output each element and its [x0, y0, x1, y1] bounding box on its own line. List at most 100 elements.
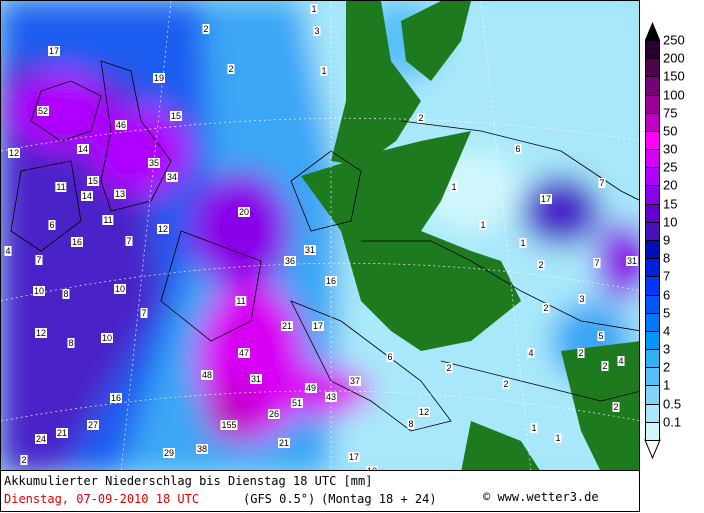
precip-value-label: 2: [601, 361, 609, 371]
precip-value-label: 4: [617, 356, 625, 366]
precip-value-label: 38: [195, 444, 209, 454]
precip-value-label: 36: [283, 256, 297, 266]
precip-value-label: 2: [542, 303, 550, 313]
legend-tick-label: 4: [663, 323, 671, 339]
legend-tick-label: 0.5: [663, 396, 682, 412]
precip-value-label: 14: [80, 191, 94, 201]
precipitation-map: 17 2 2 1 3 1 19 52 46 15 12 14 35 34 11 15 14 13 20 11 6 12 7 1…: [0, 0, 640, 471]
precip-value-label: 10: [113, 284, 127, 294]
precip-value-label: 16: [70, 237, 84, 247]
precip-value-label: 1: [554, 433, 562, 443]
legend-swatch: [645, 276, 660, 296]
legend-max-arrow: [645, 22, 660, 40]
legend-swatch: [645, 221, 660, 241]
precip-value-label: 10: [32, 286, 46, 296]
map-title: Akkumulierter Niederschlag bis Dienstag …: [4, 474, 373, 488]
legend-tick-label: 50: [663, 123, 678, 139]
precip-value-label: 27: [86, 420, 100, 430]
legend-tick-label: 2: [663, 359, 671, 375]
precip-value-label: 1: [530, 423, 538, 433]
precip-value-label: 2: [202, 24, 210, 34]
precip-value-label: 10: [100, 333, 114, 343]
precip-value-label: 2: [577, 348, 585, 358]
precip-value-label: 46: [114, 120, 128, 130]
precip-value-label: 7: [598, 178, 606, 188]
precip-value-label: 37: [348, 376, 362, 386]
precip-value-label: 7: [593, 258, 601, 268]
precip-value-label: 15: [86, 176, 100, 186]
precip-value-label: 1: [519, 238, 527, 248]
legend-tick-label: 10: [663, 214, 678, 230]
legend-tick-label: 7: [663, 268, 671, 284]
legend-tick-label: 3: [663, 341, 671, 357]
legend-swatch: [645, 76, 660, 96]
precip-value-label: 1: [320, 66, 328, 76]
precip-value-label: 1: [310, 4, 318, 14]
precip-value-label: 11: [102, 215, 114, 225]
precip-value-label: 24: [34, 434, 48, 444]
precip-value-label: 17: [347, 452, 361, 462]
precip-value-label: 47: [237, 348, 251, 358]
precip-value-label: 31: [249, 374, 263, 384]
precip-value-label: 12: [417, 407, 431, 417]
precip-value-label: 1: [479, 220, 487, 230]
legend-swatch: [645, 403, 660, 423]
legend-swatch: [645, 385, 660, 405]
legend-tick-label: 20: [663, 177, 678, 193]
precip-value-label: 17: [47, 46, 61, 56]
precip-value-label: 21: [55, 428, 69, 438]
precip-value-label: 21: [277, 438, 291, 448]
precip-value-label: 19: [152, 73, 166, 83]
legend-tick-label: 8: [663, 250, 671, 266]
precip-value-label: 12: [7, 148, 21, 158]
legend-swatch: [645, 130, 660, 151]
precip-value-label: 17: [311, 321, 325, 331]
coastlines-borders: [10, 60, 639, 432]
legend-swatch: [645, 58, 660, 78]
precip-value-label: 31: [625, 256, 639, 266]
precip-value-label: 4: [4, 246, 12, 256]
legend-tick-label: 1: [663, 377, 671, 393]
precip-value-label: 2: [612, 402, 620, 412]
legend-tick-label: 15: [663, 196, 678, 212]
legend-swatch: [645, 40, 660, 60]
precip-value-label: 14: [76, 144, 90, 154]
legend-swatch: [645, 240, 660, 260]
precip-value-label: 5: [597, 331, 605, 341]
precip-value-label: 8: [62, 289, 70, 299]
legend-swatch: [645, 349, 660, 369]
legend-tick-label: 0.1: [663, 414, 682, 430]
legend-tick-label: 6: [663, 287, 671, 303]
color-scale-legend: 250 200 150 100 75 50 30 25 20 15 10 9 8 7 6 5 4 3 2 1 0.5 0.…: [642, 20, 704, 460]
map-footer: Akkumulierter Niederschlag bis Dienstag …: [0, 471, 640, 512]
legend-swatch: [645, 203, 660, 223]
precip-value-label: 20: [237, 207, 251, 217]
precip-value-label: 29: [162, 448, 176, 458]
precip-value-label: 2: [417, 113, 425, 123]
precip-value-label: 7: [35, 255, 43, 265]
precip-value-label: 31: [303, 245, 317, 255]
legend-tick-label: 5: [663, 305, 671, 321]
precip-value-label: 155: [220, 420, 238, 430]
precip-value-label: 7: [125, 236, 133, 246]
precip-value-label: 4: [527, 348, 535, 358]
precip-value-label: 34: [165, 172, 179, 182]
legend-tick-label: 200: [663, 50, 685, 66]
legend-tick-label: 25: [663, 159, 678, 175]
legend-tick-label: 150: [663, 68, 685, 84]
precip-value-label: 6: [48, 220, 56, 230]
precip-value-label: 16: [109, 393, 123, 403]
copyright: © www.wetter3.de: [483, 490, 599, 504]
precip-value-label: 7: [140, 308, 148, 318]
legend-tick-label: 100: [663, 87, 685, 103]
legend-swatch: [645, 149, 660, 169]
precip-value-label: 1: [450, 182, 458, 192]
precip-value-label: 43: [324, 392, 338, 402]
precip-value-label: 2: [227, 64, 235, 74]
legend-tick-label: 9: [663, 232, 671, 248]
valid-date: Dienstag, 07-09-2010 18 UTC: [4, 492, 200, 506]
graticule: [1, 1, 639, 470]
precip-value-label: 6: [386, 352, 394, 362]
legend-swatch: [645, 94, 660, 114]
precip-value-label: 26: [267, 409, 281, 419]
